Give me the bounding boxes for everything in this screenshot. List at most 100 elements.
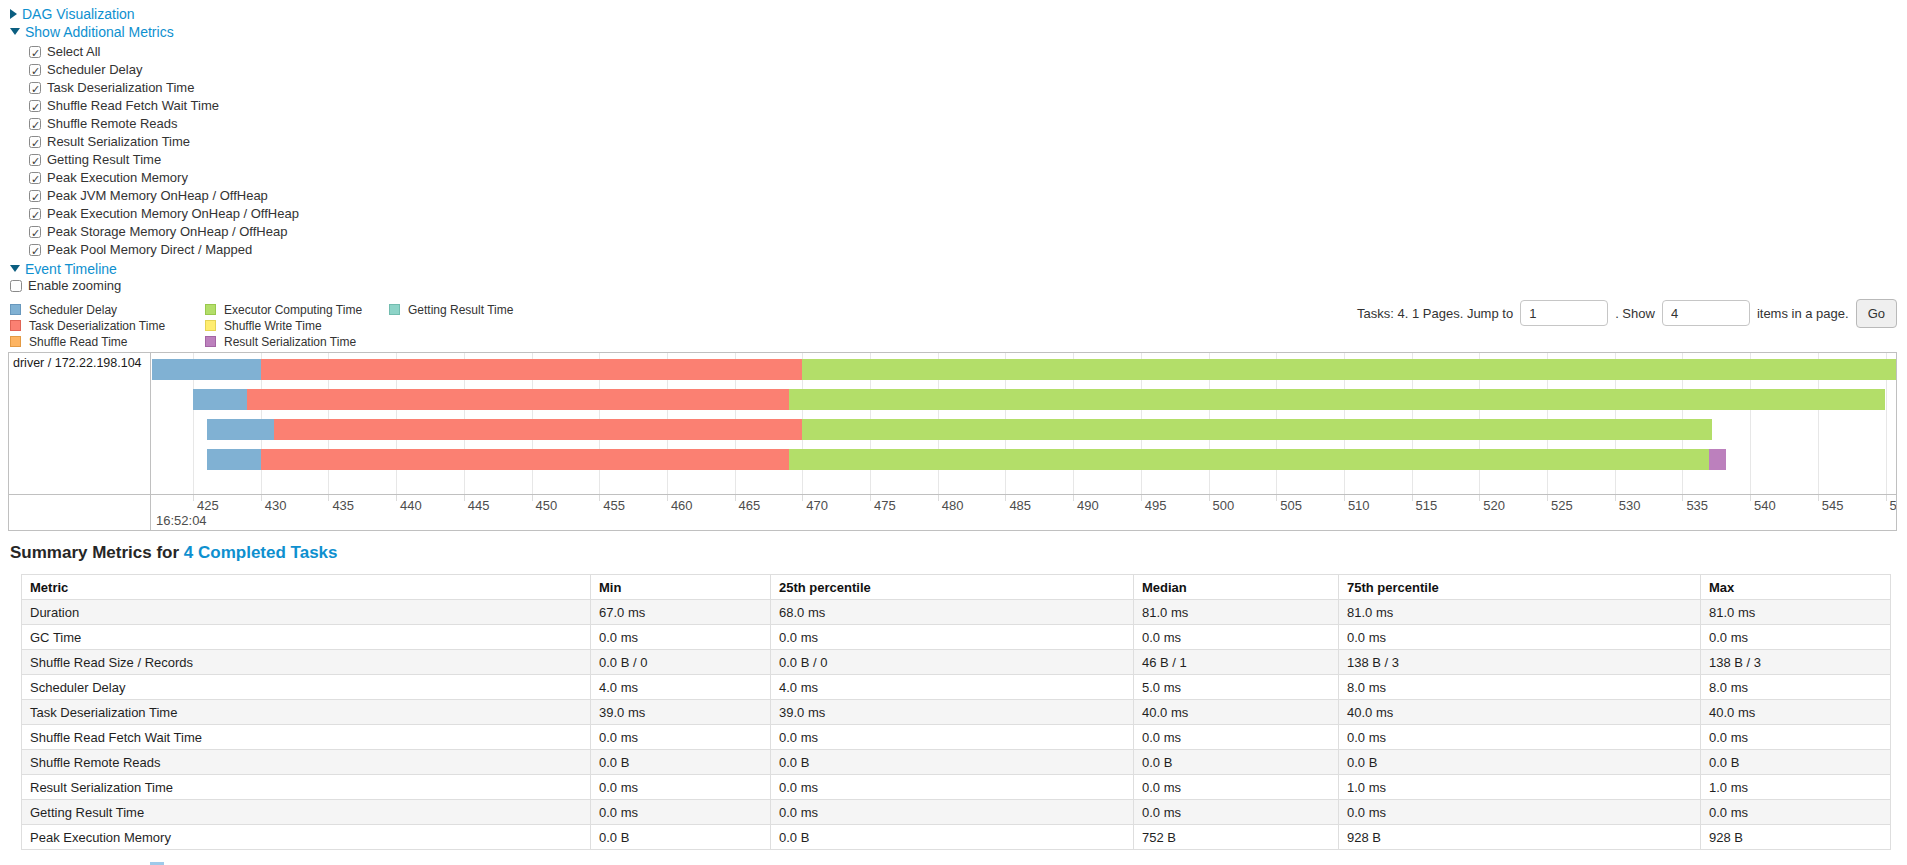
timeline-tick-label: 510 bbox=[1348, 498, 1370, 513]
executor-row-label: driver / 172.22.198.104 bbox=[9, 353, 150, 370]
summary-table-cell: Duration bbox=[22, 600, 591, 625]
task-bar-segment-task-deserialization-time[interactable] bbox=[247, 389, 789, 410]
metric-checkbox-label: Scheduler Delay bbox=[47, 62, 142, 77]
summary-table-cell: 46 B / 1 bbox=[1134, 650, 1339, 675]
metric-checkbox-row[interactable]: Peak Pool Memory Direct / Mapped bbox=[29, 241, 299, 259]
summary-table-cell: Task Deserialization Time bbox=[22, 700, 591, 725]
summary-table-cell: 0.0 B bbox=[591, 750, 771, 775]
checkbox-checked-icon[interactable] bbox=[29, 172, 41, 184]
legend-item-label: Executor Computing Time bbox=[224, 303, 362, 317]
task-bar-segment-result-serialization-time[interactable] bbox=[1709, 449, 1725, 470]
checkbox-checked-icon[interactable] bbox=[29, 118, 41, 130]
show-additional-metrics-toggle[interactable]: Show Additional Metrics bbox=[10, 22, 299, 40]
checkbox-checked-icon[interactable] bbox=[29, 244, 41, 256]
event-timeline-toggle[interactable]: Event Timeline bbox=[10, 259, 299, 277]
summary-table-cell: 40.0 ms bbox=[1701, 700, 1891, 725]
checkbox-checked-icon[interactable] bbox=[29, 154, 41, 166]
summary-table-header-cell: Median bbox=[1134, 575, 1339, 600]
legend-item: Executor Computing Time bbox=[205, 302, 362, 318]
summary-table-row: Getting Result Time0.0 ms0.0 ms0.0 ms0.0… bbox=[22, 800, 1891, 825]
summary-table-row: Shuffle Read Size / Records0.0 B / 00.0 … bbox=[22, 650, 1891, 675]
metric-checkbox-label: Peak Pool Memory Direct / Mapped bbox=[47, 242, 252, 257]
task-bar-segment-executor-computing-time[interactable] bbox=[789, 449, 1710, 470]
legend-swatch bbox=[205, 320, 216, 331]
task-bar[interactable] bbox=[152, 449, 1896, 470]
summary-heading-prefix: Summary Metrics for bbox=[10, 543, 184, 562]
timeline-tick-label: 440 bbox=[400, 498, 422, 513]
task-bar-segment-scheduler-delay[interactable] bbox=[193, 389, 247, 410]
task-bar-segment-scheduler-delay[interactable] bbox=[207, 449, 261, 470]
metric-checkbox-row[interactable]: Task Deserialization Time bbox=[29, 79, 299, 97]
task-bar-segment-scheduler-delay[interactable] bbox=[207, 419, 275, 440]
summary-table-cell: 0.0 B bbox=[771, 825, 1134, 850]
checkbox-checked-icon[interactable] bbox=[29, 82, 41, 94]
enable-zooming-row[interactable]: Enable zooming bbox=[10, 277, 299, 295]
timeline-tick-label: 465 bbox=[739, 498, 761, 513]
timeline-tick-label: 515 bbox=[1416, 498, 1438, 513]
metric-checkbox-row[interactable]: Result Serialization Time bbox=[29, 133, 299, 151]
metric-checkbox-row[interactable]: Peak JVM Memory OnHeap / OffHeap bbox=[29, 187, 299, 205]
summary-table-cell: Getting Result Time bbox=[22, 800, 591, 825]
metric-checkbox-row[interactable]: Scheduler Delay bbox=[29, 61, 299, 79]
metric-checkbox-row[interactable]: Shuffle Read Fetch Wait Time bbox=[29, 97, 299, 115]
timeline-tick-label: 490 bbox=[1077, 498, 1099, 513]
summary-table-cell: 0.0 B bbox=[771, 750, 1134, 775]
metric-checkbox-row[interactable]: Select All bbox=[29, 43, 299, 61]
checkbox-checked-icon[interactable] bbox=[29, 208, 41, 220]
task-bar[interactable] bbox=[152, 389, 1896, 410]
metric-checkbox-label: Task Deserialization Time bbox=[47, 80, 194, 95]
metric-checkbox-row[interactable]: Shuffle Remote Reads bbox=[29, 115, 299, 133]
task-bar-segment-executor-computing-time[interactable] bbox=[802, 419, 1712, 440]
summary-table-cell: 0.0 ms bbox=[591, 775, 771, 800]
timeline-axis-tick bbox=[870, 495, 871, 501]
task-bar-segment-scheduler-delay[interactable] bbox=[152, 359, 261, 380]
timeline-axis-tick bbox=[599, 495, 600, 501]
task-bar[interactable] bbox=[152, 359, 1896, 380]
summary-table-cell: 0.0 ms bbox=[1134, 800, 1339, 825]
task-bar-segment-task-deserialization-time[interactable] bbox=[261, 359, 803, 380]
metric-checkbox-row[interactable]: Peak Execution Memory bbox=[29, 169, 299, 187]
task-bar-segment-executor-computing-time[interactable] bbox=[802, 359, 1896, 380]
checkbox-unchecked-icon[interactable] bbox=[10, 280, 22, 292]
task-bar-segment-task-deserialization-time[interactable] bbox=[261, 449, 789, 470]
checkbox-checked-icon[interactable] bbox=[29, 46, 41, 58]
summary-table-cell: 39.0 ms bbox=[771, 700, 1134, 725]
summary-table-cell: Shuffle Read Fetch Wait Time bbox=[22, 725, 591, 750]
task-bar[interactable] bbox=[152, 419, 1896, 440]
timeline-axis-tick bbox=[1209, 495, 1210, 501]
metric-checkbox-row[interactable]: Peak Storage Memory OnHeap / OffHeap bbox=[29, 223, 299, 241]
checkbox-checked-icon[interactable] bbox=[29, 190, 41, 202]
metric-checkbox-label: Select All bbox=[47, 44, 100, 59]
timeline-axis-tick bbox=[464, 495, 465, 501]
summary-table-cell: 1.0 ms bbox=[1339, 775, 1701, 800]
timeline-axis-tick bbox=[802, 495, 803, 501]
completed-tasks-link[interactable]: 4 Completed Tasks bbox=[184, 543, 338, 562]
items-per-page-input[interactable] bbox=[1662, 300, 1750, 326]
metric-checkbox-row[interactable]: Peak Execution Memory OnHeap / OffHeap bbox=[29, 205, 299, 223]
summary-table-row: GC Time0.0 ms0.0 ms0.0 ms0.0 ms0.0 ms bbox=[22, 625, 1891, 650]
metric-checkbox-row[interactable]: Getting Result Time bbox=[29, 151, 299, 169]
timeline-axis-tick bbox=[1750, 495, 1751, 501]
timeline-axis-tick bbox=[735, 495, 736, 501]
timeline-tick-label: 530 bbox=[1619, 498, 1641, 513]
task-bar-segment-executor-computing-time[interactable] bbox=[789, 389, 1886, 410]
summary-table-cell: 0.0 B bbox=[1339, 750, 1701, 775]
summary-table-cell: 0.0 B bbox=[1134, 750, 1339, 775]
dag-visualization-toggle[interactable]: DAG Visualization bbox=[10, 4, 299, 22]
summary-table-cell: 0.0 ms bbox=[1701, 625, 1891, 650]
timeline-axis-tick bbox=[328, 495, 329, 501]
timeline-axis-tick bbox=[938, 495, 939, 501]
checkbox-checked-icon[interactable] bbox=[29, 100, 41, 112]
checkbox-checked-icon[interactable] bbox=[29, 136, 41, 148]
summary-table-cell: Shuffle Read Size / Records bbox=[22, 650, 591, 675]
stage-detail-controls: DAG Visualization Show Additional Metric… bbox=[10, 4, 299, 295]
timeline-axis-tick bbox=[1005, 495, 1006, 501]
summary-table-cell: 0.0 B bbox=[1701, 750, 1891, 775]
checkbox-checked-icon[interactable] bbox=[29, 64, 41, 76]
summary-table-cell: 0.0 ms bbox=[1134, 725, 1339, 750]
show-additional-metrics-label: Show Additional Metrics bbox=[25, 24, 174, 40]
go-button[interactable]: Go bbox=[1856, 299, 1897, 328]
task-bar-segment-task-deserialization-time[interactable] bbox=[274, 419, 802, 440]
checkbox-checked-icon[interactable] bbox=[29, 226, 41, 238]
jump-to-page-input[interactable] bbox=[1520, 300, 1608, 326]
